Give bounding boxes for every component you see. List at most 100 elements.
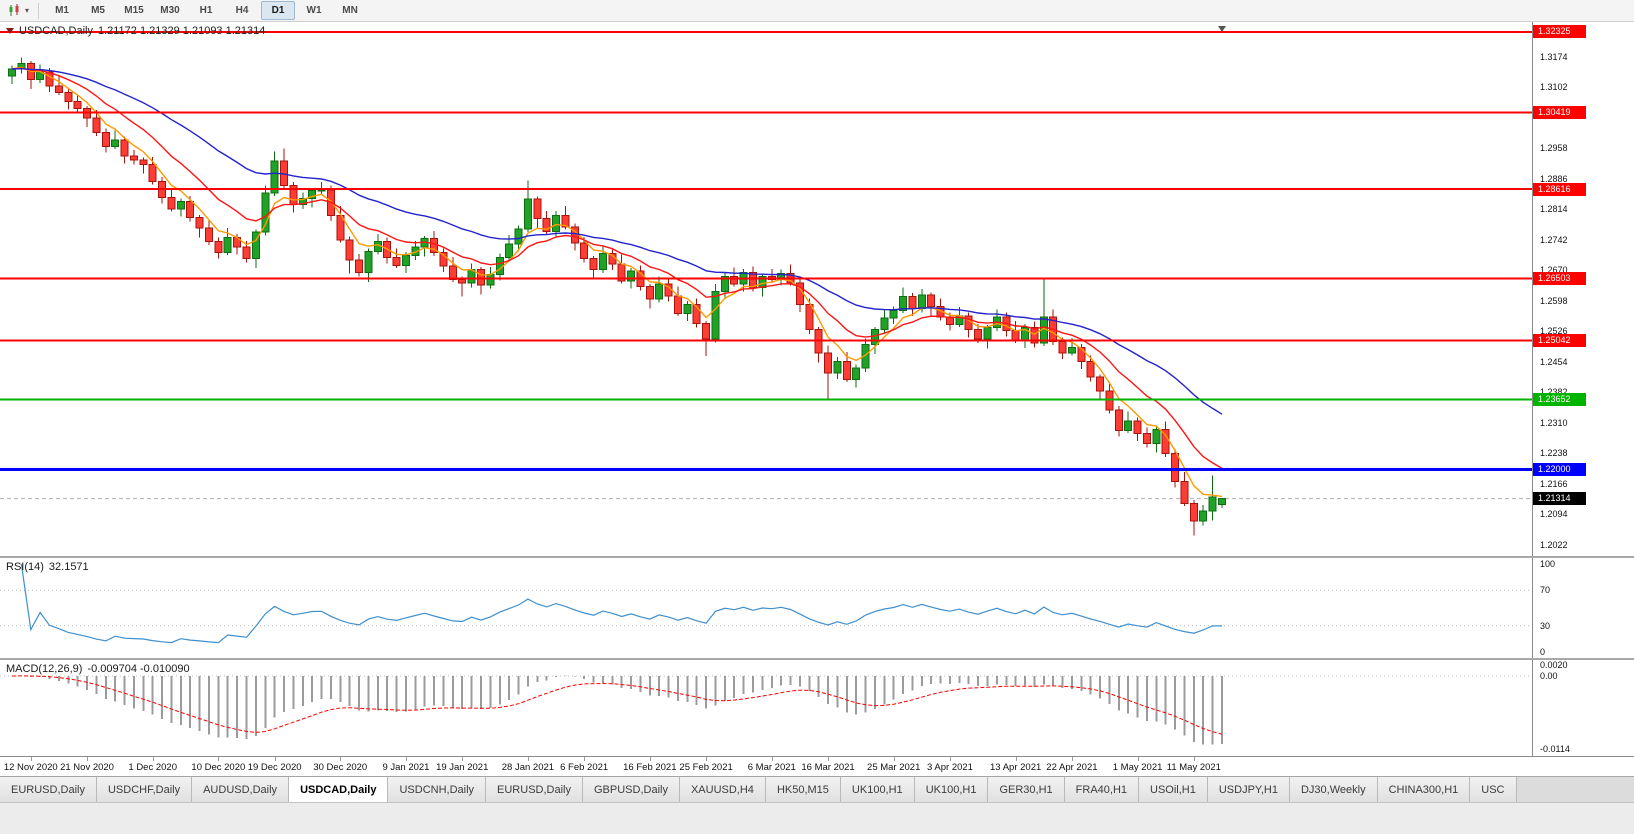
timeframe-button-h4[interactable]: H4 (235, 5, 249, 16)
price-tick: 1.2022 (1540, 539, 1568, 550)
panel-resize-handle[interactable] (0, 556, 1634, 558)
chart-tab-gbpusd-daily[interactable]: GBPUSD,Daily (583, 777, 680, 802)
rsi-plot[interactable] (0, 558, 1532, 658)
candlestick-plot[interactable] (0, 22, 1532, 556)
chart-tab-bar: EURUSD,Daily USDCHF,Daily AUDUSD,Daily USDC… (0, 776, 1634, 802)
date-tick-mark (1193, 757, 1195, 761)
price-tick: 1.2598 (1540, 295, 1568, 306)
rsi-value: 32.1571 (48, 561, 89, 573)
chart-tab-hk50-m15[interactable]: HK50,M15 (765, 777, 841, 802)
price-tick: 1.2742 (1540, 234, 1568, 245)
chart-tab-usdcnh-daily[interactable]: USDCNH,Daily (388, 777, 487, 802)
timeframe-button-m1[interactable]: M1 (55, 5, 69, 16)
chart-tab-uk100-h1[interactable]: UK100,H1 (914, 777, 989, 802)
toolbar-separator (38, 2, 40, 19)
price-tick: 1.2166 (1540, 478, 1568, 489)
level-price-flag: 1.32325 (1533, 25, 1586, 39)
macd-axis[interactable]: 0.0020 0.00 -0.0114 (1532, 660, 1634, 756)
chart-marker-icon (6, 28, 14, 34)
rsi-line (20, 563, 1223, 644)
date-tick-mark (584, 757, 586, 761)
date-label: 6 Mar 2021 (747, 762, 796, 773)
timeframe-button-m15[interactable]: M15 (124, 5, 144, 16)
chart-tab-fra40-h1[interactable]: FRA40,H1 (1064, 777, 1140, 802)
chart-tab-uk100-h1[interactable]: UK100,H1 (840, 777, 915, 802)
candles-group (8, 57, 1226, 536)
chart-tab-usdcad-daily[interactable]: USDCAD,Daily (289, 777, 389, 802)
date-tick-mark (152, 757, 154, 761)
macd-tick: -0.0114 (1540, 743, 1570, 754)
date-tick-mark (1071, 757, 1073, 761)
chart-symbol-label: USDCAD,Daily (19, 25, 93, 37)
date-axis[interactable]: 12 Nov 2020 21 Nov 2020 1 Dec 2020 10 Dec 2… (0, 756, 1634, 776)
date-tick-mark (893, 757, 895, 761)
chart-tab-ger30-h1[interactable]: GER30,H1 (988, 777, 1065, 802)
level-price-flag: 1.22000 (1533, 463, 1586, 477)
date-label: 3 Apr 2021 (927, 762, 973, 773)
rsi-axis[interactable]: 100 70 30 0 (1532, 558, 1634, 658)
date-tick-mark (649, 757, 651, 761)
chart-tab-usdchf-daily[interactable]: USDCHF,Daily (96, 777, 193, 802)
chart-tab-china300-h1[interactable]: CHINA300,H1 (1377, 777, 1471, 802)
date-tick-mark (274, 757, 276, 761)
date-tick-mark (706, 757, 708, 761)
chart-tab-eurusd-daily[interactable]: EURUSD,Daily (486, 777, 583, 802)
date-tick-mark (30, 757, 32, 761)
level-price-flag: 1.23652 (1533, 393, 1586, 407)
price-tick: 1.2238 (1540, 448, 1568, 459)
timeframe-buttons: M1 M5 M15 M30 H1 H4 D1 W1 MN (44, 1, 368, 20)
macd-label: MACD(12,26,9) (6, 663, 83, 675)
moving-average-line-30 (11, 67, 1223, 415)
chart-tab-eurusd-daily[interactable]: EURUSD,Daily (0, 777, 97, 802)
chart-tab-dj30-weekly[interactable]: DJ30,Weekly (1289, 777, 1378, 802)
rsi-title: RSI(14) 32.1571 (6, 561, 89, 573)
macd-tick: 0.00 (1540, 671, 1558, 681)
rsi-tick: 30 (1540, 620, 1551, 631)
timeframe-button-h1[interactable]: H1 (199, 5, 213, 16)
price-tick: 1.2814 (1540, 204, 1568, 215)
timeframe-button-w1[interactable]: W1 (306, 5, 322, 16)
chart-tab-usc[interactable]: USC (1470, 777, 1517, 802)
moving-average-line-5 (11, 66, 1223, 498)
date-label: 25 Feb 2021 (679, 762, 733, 773)
chart-tab-audusd-daily[interactable]: AUDUSD,Daily (192, 777, 290, 802)
date-label: 30 Dec 2020 (313, 762, 368, 773)
date-label: 1 May 2021 (1112, 762, 1163, 773)
timeframe-button-d1[interactable]: D1 (261, 1, 296, 20)
chart-tab-xauusd-h4[interactable]: XAUUSD,H4 (679, 777, 766, 802)
status-bar (0, 802, 1634, 834)
rsi-tick: 0 (1540, 647, 1546, 657)
price-tick: 1.2886 (1540, 173, 1568, 184)
level-price-flag: 1.25042 (1533, 334, 1586, 348)
macd-signal-line (11, 675, 1223, 735)
date-tick-mark (771, 757, 773, 761)
main-chart-panel: USDCAD,Daily 1.21172 1.21329 1.21093 1.2… (0, 22, 1634, 556)
date-label: 6 Feb 2021 (560, 762, 609, 773)
chart-tab-usoil-h1[interactable]: USOil,H1 (1139, 777, 1208, 802)
price-axis[interactable]: 1.3174 1.3102 1.2958 1.2886 1.2814 1.2742 1.26… (1532, 22, 1634, 556)
level-lines-group (0, 30, 1532, 472)
price-tick: 1.2310 (1540, 417, 1568, 428)
date-label: 16 Mar 2021 (801, 762, 855, 773)
date-tick-mark (405, 757, 407, 761)
date-label: 22 Apr 2021 (1046, 762, 1098, 773)
rsi-tick: 100 (1540, 559, 1556, 569)
level-price-flag: 1.26503 (1533, 272, 1586, 286)
date-label: 19 Dec 2020 (247, 762, 302, 773)
date-label: 11 May 2021 (1166, 762, 1221, 773)
date-tick-mark (340, 757, 342, 761)
timeframe-button-mn[interactable]: MN (342, 5, 358, 16)
timeframe-button-m5[interactable]: M5 (91, 5, 105, 16)
date-tick-mark (462, 757, 464, 761)
chart-title: USDCAD,Daily 1.21172 1.21329 1.21093 1.2… (6, 25, 265, 37)
timeframe-button-m30[interactable]: M30 (160, 5, 180, 16)
chart-shift-marker[interactable] (1218, 26, 1226, 32)
panel-resize-handle[interactable] (0, 658, 1634, 660)
timeframe-toolbar: ▾ M1 M5 M15 M30 H1 H4 D1 W1 MN (0, 0, 1634, 22)
date-tick-mark (527, 757, 529, 761)
date-tick-mark (828, 757, 830, 761)
chart-type-button[interactable]: ▾ (4, 2, 33, 19)
macd-plot[interactable] (0, 660, 1532, 756)
chart-tab-usdjpy-h1[interactable]: USDJPY,H1 (1207, 777, 1290, 802)
